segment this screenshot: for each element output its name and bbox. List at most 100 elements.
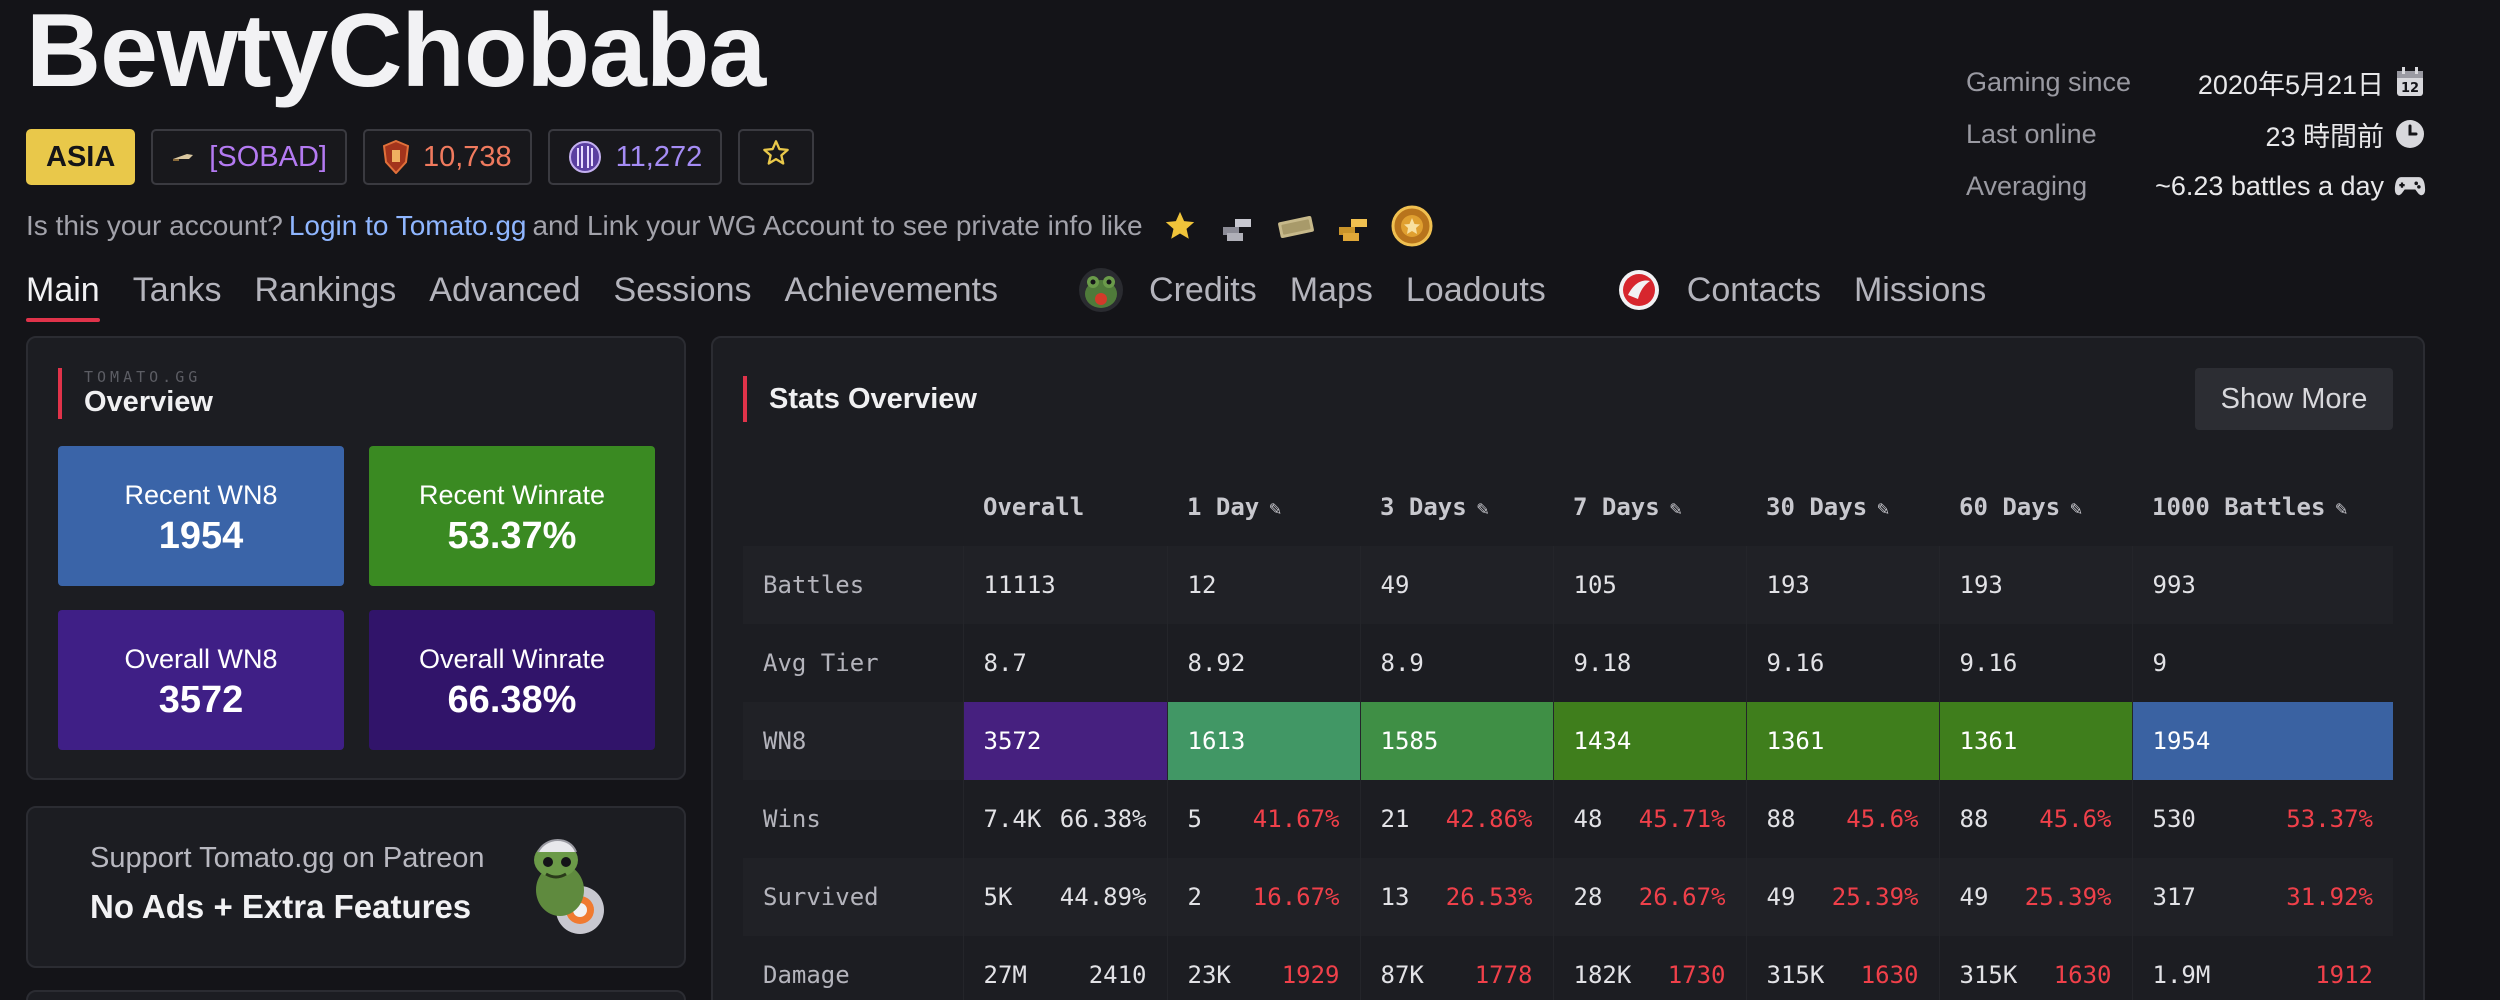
table-cell: 8.7 <box>962 624 1167 702</box>
claim-suffix: and Link your WG Account to see private … <box>532 210 1143 241</box>
tab-rankings[interactable]: Rankings <box>254 270 397 309</box>
wn8-cell: 1954 <box>2131 702 2393 780</box>
table-cell: 8.9 <box>1359 624 1553 702</box>
player-info-panel: Gaming since 2020年5月21日 12 Last online 2… <box>1966 56 2426 212</box>
table-cell: 87K 1778 <box>1359 936 1553 1000</box>
wargaming-logo-icon <box>1615 266 1663 314</box>
table-cell: 48 45.71% <box>1552 780 1746 858</box>
medal-icon <box>1391 205 1433 247</box>
table-cell: 23K 1929 <box>1166 936 1360 1000</box>
row-label: Avg Tier <box>763 649 879 677</box>
clan-emblem-icon <box>171 151 195 163</box>
table-cell: 27M 2410 <box>962 936 1167 1000</box>
info-value: 2020年5月21日 <box>2197 69 2384 100</box>
col-overall: Overall <box>983 493 1085 521</box>
pencil-icon: ✎ <box>1476 496 1489 520</box>
pencil-icon: ✎ <box>1669 496 1682 520</box>
tile-value: 3572 <box>158 679 244 721</box>
clan-tag: [SOBAD] <box>209 140 327 173</box>
table-cell: 12 <box>1166 546 1360 624</box>
col-3days[interactable]: 3 Days ✎ <box>1380 493 1489 521</box>
row-label: Damage <box>763 961 850 989</box>
info-label: Averaging <box>1966 170 2088 201</box>
favorite-button[interactable] <box>738 129 815 185</box>
col-30days[interactable]: 30 Days ✎ <box>1766 493 1890 521</box>
tab-missions[interactable]: Missions <box>1853 270 1987 309</box>
info-row-averaging: Averaging ~6.23 battles a day <box>1966 160 2426 212</box>
star-outline-icon <box>762 139 790 175</box>
show-more-button[interactable]: Show More <box>2195 368 2393 430</box>
tab-main[interactable]: Main <box>26 271 100 322</box>
table-cell: 530 53.37% <box>2131 780 2393 858</box>
credits-icon <box>1275 205 1317 247</box>
svg-text:12: 12 <box>2401 81 2419 96</box>
table-cell: 993 <box>2131 546 2393 624</box>
table-cell: 8.92 <box>1166 624 1360 702</box>
region-badge[interactable]: ASIA <box>26 129 136 185</box>
recent-winrate-tile: Recent Winrate 53.37% <box>369 446 655 586</box>
table-row-battles: Battles 11113 12 49 105 193 193 993 <box>743 546 2393 624</box>
frog-mascot-icon <box>518 830 628 945</box>
tab-tanks[interactable]: Tanks <box>132 270 222 309</box>
tab-maps[interactable]: Maps <box>1289 270 1373 309</box>
next-card <box>26 990 686 1000</box>
moe-value: 11,272 <box>615 140 703 173</box>
info-label: Gaming since <box>1966 66 2132 97</box>
info-value: 23 時間前 <box>2265 121 2384 152</box>
tab-loadouts[interactable]: Loadouts <box>1405 270 1546 309</box>
table-cell: 9.16 <box>1745 624 1939 702</box>
col-1000battles[interactable]: 1000 Battles ✎ <box>2152 493 2348 521</box>
gold-icon <box>1333 205 1375 247</box>
tomato-frog-icon <box>1077 266 1125 314</box>
patreon-line1: Support Tomato.gg on Patreon <box>90 842 485 874</box>
table-cell: 1.9M 1912 <box>2131 936 2393 1000</box>
table-cell: 28 26.67% <box>1552 858 1746 936</box>
tab-achievements[interactable]: Achievements <box>784 270 999 309</box>
table-cell: 49 <box>1359 546 1553 624</box>
table-row-damage: Damage 27M 2410 23K 1929 87K 1778 182K 1730 … <box>743 936 2393 1000</box>
patreon-card[interactable]: Support Tomato.gg on Patreon No Ads + Ex… <box>26 806 686 968</box>
info-label: Last online <box>1966 118 2097 149</box>
player-name: BewtyChobaba <box>26 0 766 109</box>
overall-winrate-tile: Overall Winrate 66.38% <box>369 610 655 750</box>
table-cell: 9.16 <box>1938 624 2132 702</box>
table-cell: 21 42.86% <box>1359 780 1553 858</box>
moe-icon <box>568 140 602 174</box>
info-value: ~6.23 battles a day <box>2155 170 2384 201</box>
table-cell: 315K 1630 <box>1938 936 2132 1000</box>
overview-subtitle: TOMATO.GG <box>84 368 202 386</box>
moe-badge[interactable]: 11,272 <box>547 129 723 185</box>
tile-value: 1954 <box>158 515 244 557</box>
clock-icon <box>2394 118 2426 150</box>
tab-contacts[interactable]: Contacts <box>1686 270 1821 309</box>
col-7days[interactable]: 7 Days ✎ <box>1573 493 1682 521</box>
rating-badge[interactable]: 10,738 <box>362 129 532 185</box>
tile-label: Overall WN8 <box>124 644 278 674</box>
table-cell: 193 <box>1938 546 2132 624</box>
table-cell: 9 <box>2131 624 2393 702</box>
col-60days[interactable]: 60 Days ✎ <box>1959 493 2083 521</box>
login-link[interactable]: Login to Tomato.gg <box>288 210 527 241</box>
table-cell: 11113 <box>962 546 1167 624</box>
col-1day[interactable]: 1 Day ✎ <box>1187 493 1282 521</box>
gamepad-icon <box>2394 170 2426 202</box>
row-label: Battles <box>743 546 963 624</box>
wn8-cell: 3572 <box>962 702 1167 780</box>
table-row-wins: Wins 7.4K 66.38% 5 41.67% 21 42.86% 48 45.71… <box>743 780 2393 858</box>
tab-advanced[interactable]: Advanced <box>429 270 581 309</box>
tile-label: Recent Winrate <box>418 480 606 510</box>
pencil-icon: ✎ <box>2335 496 2348 520</box>
overall-wn8-tile: Overall WN8 3572 <box>58 610 344 750</box>
claim-account-banner: Is this your account? Login to Tomato.gg… <box>26 205 1433 247</box>
stats-table: Overall 1 Day ✎ 3 Days ✎ 7 Days ✎ 30 Days ✎ … <box>743 468 2393 1000</box>
table-cell: 49 25.39% <box>1938 858 2132 936</box>
clan-badge[interactable]: [SOBAD] <box>151 129 347 185</box>
tab-credits[interactable]: Credits <box>1149 270 1257 309</box>
table-cell: 182K 1730 <box>1552 936 1746 1000</box>
overview-title: Overview <box>84 386 213 418</box>
tile-label: Recent WN8 <box>124 480 278 510</box>
wn8-cell: 1434 <box>1552 702 1746 780</box>
pencil-icon: ✎ <box>1877 496 1890 520</box>
table-cell: 2 16.67% <box>1166 858 1360 936</box>
tab-sessions[interactable]: Sessions <box>613 270 752 309</box>
